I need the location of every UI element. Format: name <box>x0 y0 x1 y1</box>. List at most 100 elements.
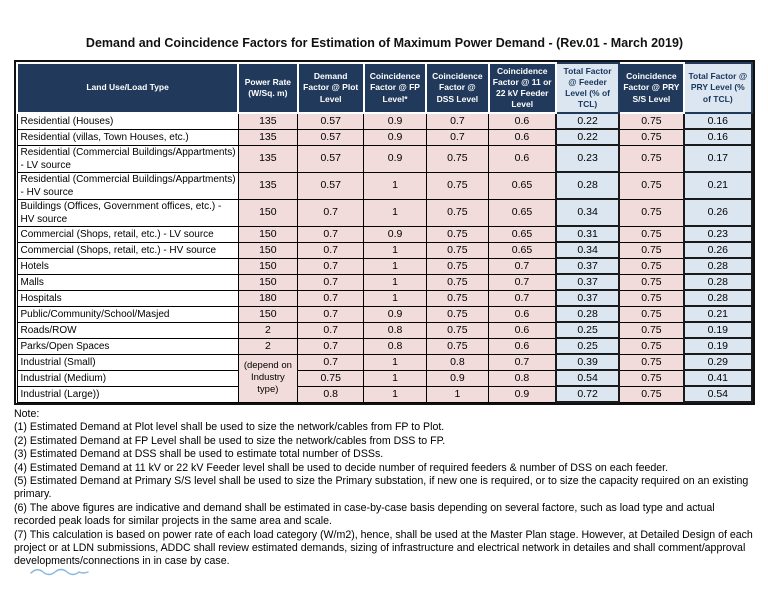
value-cell: 2 <box>237 337 299 355</box>
ink-scribble <box>30 568 89 576</box>
table-row: Roads/ROW 2 0.7 0.8 0.75 0.6 0.25 0.75 0.19 <box>16 321 754 339</box>
value-cell: 0.7 <box>297 321 365 339</box>
value-cell: 0.21 <box>682 171 754 200</box>
value-cell: 0.19 <box>682 337 754 355</box>
value-cell: 0.6 <box>488 337 557 355</box>
value-cell: 0.23 <box>682 225 754 243</box>
value-cell: 1 <box>363 369 427 387</box>
note-item: (2) Estimated Demand at FP Level shall b… <box>14 434 446 447</box>
value-cell: 0.75 <box>618 305 685 323</box>
value-cell: 1 <box>363 257 427 275</box>
land-use-cell: Commercial (Shops, retail, etc.) - LV so… <box>16 225 239 243</box>
value-cell: 150 <box>237 225 299 243</box>
value-cell: 150 <box>237 241 299 259</box>
table-row: Residential (Commercial Buildings/Appart… <box>16 144 754 173</box>
value-cell: 0.21 <box>682 305 754 323</box>
value-cell: 0.65 <box>488 198 557 227</box>
land-use-cell: Residential (Houses) <box>16 112 239 130</box>
value-cell: 0.75 <box>425 241 490 259</box>
notes-list: (1) Estimated Demand at Plot level shall… <box>14 421 755 568</box>
value-cell: 0.65 <box>488 241 557 259</box>
value-cell: 0.8 <box>363 337 427 355</box>
value-cell: 0.26 <box>682 198 754 227</box>
value-cell: 0.75 <box>618 171 685 200</box>
value-cell: 180 <box>237 289 299 307</box>
table-row: Malls 150 0.7 1 0.75 0.7 0.37 0.75 0.28 <box>16 273 754 291</box>
value-cell: 0.75 <box>425 257 490 275</box>
value-cell: 0.28 <box>682 289 754 307</box>
value-cell: 0.41 <box>682 369 754 387</box>
value-cell: 0.75 <box>425 273 490 291</box>
notes-heading: Note: <box>14 408 40 420</box>
land-use-cell: Industrial (Medium) <box>16 369 239 387</box>
value-cell: 0.7 <box>488 289 557 307</box>
value-cell: 0.65 <box>488 225 557 243</box>
column-header: Total Factor @ PRY Level (% of TCL) <box>682 62 754 114</box>
value-cell: 0.54 <box>682 385 754 403</box>
value-cell: 135 <box>237 171 299 200</box>
value-cell: 0.75 <box>425 225 490 243</box>
value-cell: 135 <box>237 128 299 146</box>
note-item: (4) Estimated Demand at 11 kV or 22 kV F… <box>14 461 669 474</box>
value-cell: 135 <box>237 112 299 130</box>
value-cell: 150 <box>237 273 299 291</box>
table-row: Residential (Commercial Buildings/Appart… <box>16 171 754 200</box>
table-row: Residential (Houses) 135 0.57 0.9 0.7 0.6 0.22… <box>16 112 754 130</box>
value-cell: 0.75 <box>618 144 685 173</box>
value-cell: 0.7 <box>488 273 557 291</box>
value-cell: 0.7 <box>488 353 557 371</box>
value-cell: 0.9 <box>363 305 427 323</box>
value-cell: 0.6 <box>488 321 557 339</box>
value-cell: 0.7 <box>297 289 365 307</box>
value-cell: 0.16 <box>682 128 754 146</box>
value-cell: 0.75 <box>618 112 685 130</box>
value-cell: 0.6 <box>488 112 557 130</box>
value-cell: 0.7 <box>297 353 365 371</box>
value-cell: 0.9 <box>488 385 557 403</box>
value-cell: 0.72 <box>554 385 621 403</box>
value-cell: 0.37 <box>554 257 621 275</box>
table-row: Industrial (Large)) 0.8 1 1 0.9 0.72 0.75 0.54 <box>16 385 754 403</box>
column-header: Coincidence Factor @ PRY S/S Level <box>618 62 685 114</box>
value-cell: 0.6 <box>488 144 557 173</box>
value-cell: 0.37 <box>554 289 621 307</box>
value-cell: 0.9 <box>363 112 427 130</box>
value-cell: 0.57 <box>297 112 365 130</box>
value-cell: 0.9 <box>363 225 427 243</box>
value-cell: 0.8 <box>425 353 490 371</box>
value-cell: 0.57 <box>297 171 365 200</box>
value-cell: 0.75 <box>425 305 490 323</box>
value-cell: 150 <box>237 305 299 323</box>
notes-section: Note: (1) Estimated Demand at Plot level… <box>14 408 755 569</box>
value-cell: 0.7 <box>297 257 365 275</box>
demand-factors-table-wrap: Land Use/Load Type Power Rate (W/Sq. m) De… <box>14 60 755 405</box>
value-cell: 0.19 <box>682 321 754 339</box>
value-cell: 1 <box>363 171 427 200</box>
value-cell: 0.26 <box>682 241 754 259</box>
land-use-cell: Residential (Commercial Buildings/Appart… <box>16 144 239 173</box>
value-cell: 0.57 <box>297 144 365 173</box>
land-use-cell: Residential (Commercial Buildings/Appart… <box>16 171 239 200</box>
value-cell: 0.7 <box>425 128 490 146</box>
value-cell: 0.75 <box>618 337 685 355</box>
value-cell: 0.7 <box>297 305 365 323</box>
value-cell: 0.39 <box>554 353 621 371</box>
note-item: (5) Estimated Demand at Primary S/S leve… <box>14 475 749 501</box>
power-rate-merged-cell: (depend on Industry type) <box>237 353 299 403</box>
document-page: Demand and Coincidence Factors for Estim… <box>14 36 755 569</box>
value-cell: 0.75 <box>618 353 685 371</box>
value-cell: 0.65 <box>488 171 557 200</box>
land-use-cell: Industrial (Large)) <box>16 385 239 403</box>
table-row: Hospitals 180 0.7 1 0.75 0.7 0.37 0.75 0.28 <box>16 289 754 307</box>
table-row: Industrial (Small) (depend on Industry ty… <box>16 353 754 403</box>
column-header: Total Factor @ Feeder Level (% of TCL) <box>554 62 621 114</box>
table-row: Residential (villas, Town Houses, etc.) 1… <box>16 128 754 146</box>
column-header: Coincidence Factor @ FP Level* <box>362 62 428 114</box>
column-header: Land Use/Load Type <box>15 62 240 114</box>
value-cell: 0.75 <box>618 225 685 243</box>
value-cell: 0.75 <box>425 144 490 173</box>
table-row: Hotels 150 0.7 1 0.75 0.7 0.37 0.75 0.28 <box>16 257 754 275</box>
value-cell: 0.75 <box>618 257 685 275</box>
value-cell: 0.75 <box>425 337 490 355</box>
value-cell: 1 <box>363 241 427 259</box>
